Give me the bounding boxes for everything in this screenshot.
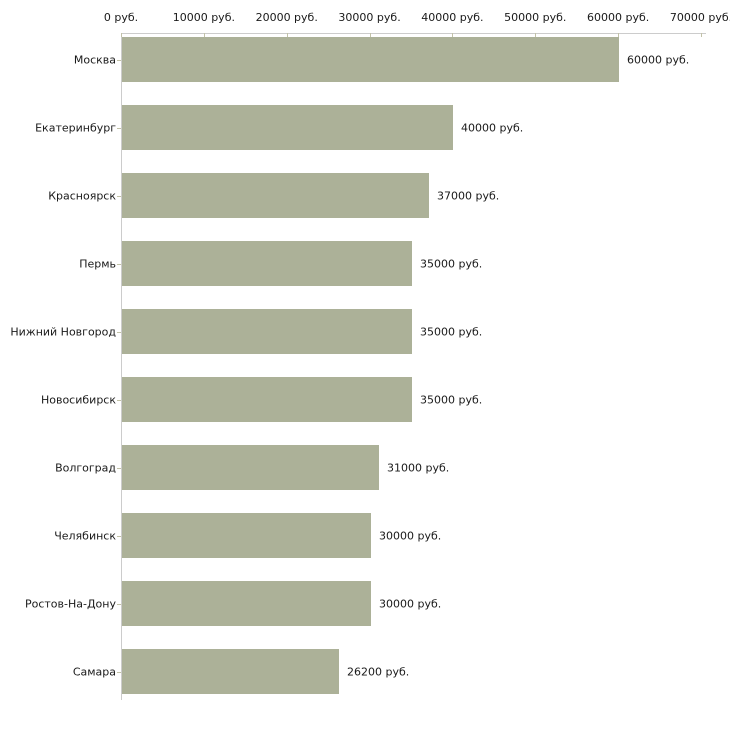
category-tick [117, 60, 121, 61]
value-label: 31000 руб. [387, 461, 450, 474]
category-tick [117, 196, 121, 197]
category-label: Волгоград [55, 461, 116, 474]
category-label: Нижний Новгород [10, 325, 116, 338]
x-axis-tick [121, 33, 122, 37]
category-tick [117, 264, 121, 265]
category-tick [117, 536, 121, 537]
category-tick [117, 604, 121, 605]
bar [122, 241, 412, 286]
x-axis-tick-label: 30000 руб. [338, 11, 401, 24]
bar [122, 309, 412, 354]
category-label: Самара [72, 665, 116, 678]
value-label: 26200 руб. [347, 665, 410, 678]
bar [122, 581, 371, 626]
category-tick [117, 468, 121, 469]
x-axis-tick [535, 33, 537, 37]
category-tick [117, 400, 121, 401]
x-axis-tick [618, 33, 620, 37]
x-axis-tick-label: 50000 руб. [504, 11, 567, 24]
value-label: 37000 руб. [437, 189, 500, 202]
x-axis-tick-label: 0 руб. [103, 11, 139, 24]
category-label: Екатеринбург [35, 121, 116, 134]
x-axis-tick [369, 33, 371, 37]
x-axis-tick-label: 70000 руб. [669, 11, 730, 24]
value-label: 35000 руб. [420, 393, 483, 406]
x-axis-tick-label: 60000 руб. [587, 11, 650, 24]
value-label: 60000 руб. [627, 53, 690, 66]
category-label: Челябинск [54, 529, 116, 542]
bar [122, 173, 429, 218]
x-axis-tick [286, 33, 288, 37]
bar [122, 649, 339, 694]
x-axis-tick [203, 33, 205, 37]
category-label: Пермь [79, 257, 116, 270]
category-tick [117, 332, 121, 333]
x-axis-tick [701, 33, 702, 37]
x-axis-tick-label: 10000 руб. [172, 11, 235, 24]
value-label: 35000 руб. [420, 325, 483, 338]
value-label: 35000 руб. [420, 257, 483, 270]
bar [122, 37, 619, 82]
x-axis-tick [452, 33, 454, 37]
y-axis-line [121, 33, 122, 700]
bar [122, 377, 412, 422]
x-axis-tick-label: 40000 руб. [421, 11, 484, 24]
bar [122, 105, 453, 150]
category-label: Красноярск [48, 189, 116, 202]
value-label: 40000 руб. [461, 121, 524, 134]
x-axis-line [121, 33, 706, 34]
x-axis-tick-label: 20000 руб. [255, 11, 318, 24]
category-tick [117, 128, 121, 129]
category-label: Ростов-На-Дону [24, 597, 116, 610]
category-tick [117, 672, 121, 673]
value-label: 30000 руб. [379, 529, 442, 542]
bar [122, 513, 371, 558]
category-label: Москва [73, 53, 116, 66]
value-label: 30000 руб. [379, 597, 442, 610]
bar [122, 445, 379, 490]
category-label: Новосибирск [40, 393, 116, 406]
